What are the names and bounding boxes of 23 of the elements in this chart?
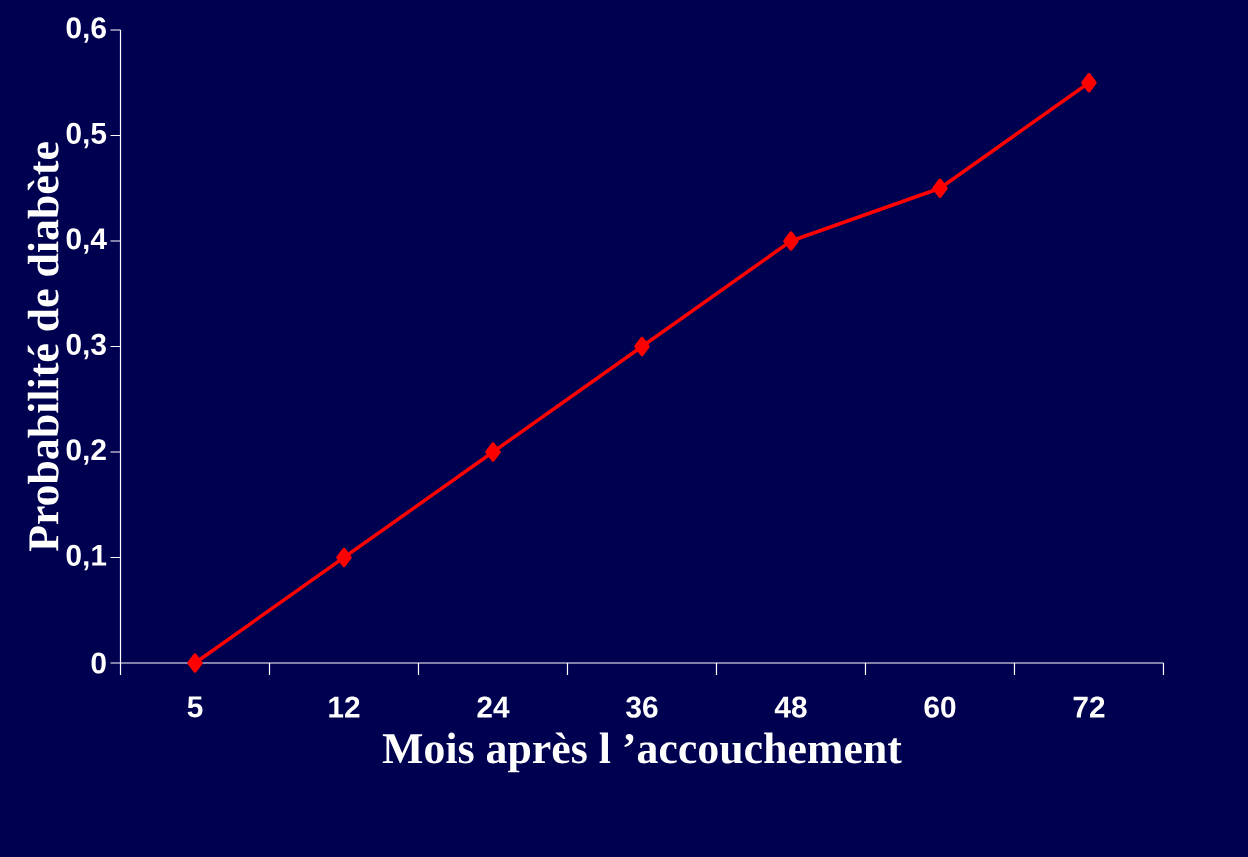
point: [634, 336, 650, 357]
y-tick-label: 0,5: [66, 122, 107, 149]
point: [932, 178, 948, 198]
y-axis-title: Probabilité de diabète: [27, 142, 59, 552]
point: [485, 442, 501, 462]
x-axis-title: Mois après l ’accouchement: [382, 732, 902, 773]
point: [1081, 73, 1097, 93]
y-tick-label: 0,2: [66, 439, 106, 465]
x-tick-label: 24: [477, 696, 510, 718]
x-tick-label: 60: [924, 696, 956, 718]
y-tick-label: 0,4: [66, 228, 107, 254]
y-tick-label: 0,1: [66, 544, 107, 571]
y-tick-label: 0: [91, 652, 106, 674]
point: [187, 653, 203, 673]
point: [783, 231, 799, 251]
y-tick-label: 0,3: [66, 333, 106, 360]
point: [336, 547, 352, 568]
x-tick-label: 5: [187, 696, 203, 718]
x-tick-label: 12: [329, 696, 360, 718]
x-tick-label: 48: [774, 696, 807, 718]
y-tick-label: 0,6: [66, 17, 106, 43]
x-tick-label: 36: [626, 696, 658, 718]
x-tick-label: 72: [1073, 696, 1105, 718]
